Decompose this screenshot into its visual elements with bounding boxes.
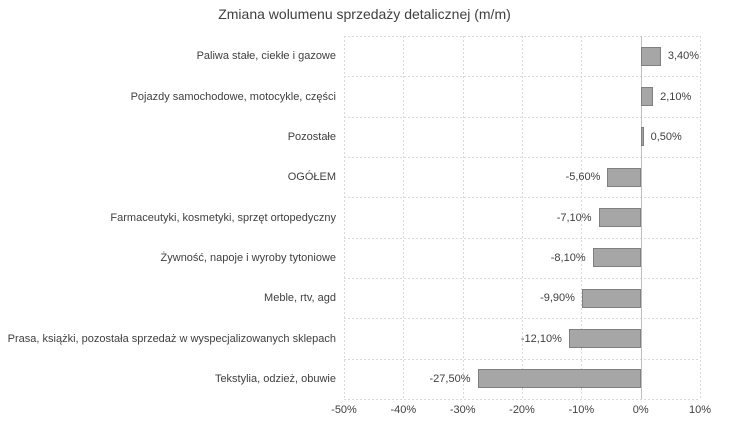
category-label: Meble, rtv, agd [264, 292, 336, 305]
value-label: 0,50% [650, 130, 682, 143]
value-label: -5,60% [565, 171, 601, 184]
x-axis-tick-label: -50% [331, 404, 357, 416]
vertical-gridline [403, 36, 405, 399]
category-label: Tekstylia, odzież, obuwie [214, 372, 336, 385]
bar [607, 167, 641, 187]
bar [568, 329, 641, 348]
x-axis-tick-label: -10% [568, 404, 595, 416]
category-label: OGÓŁEM [287, 171, 336, 184]
vertical-gridline [522, 36, 523, 399]
x-axis-tick-label: 10% [688, 404, 712, 416]
bar [592, 248, 641, 268]
category-label: Farmaceutyki, kosmetyki, sprzęt ortopedy… [110, 211, 336, 224]
value-label: -27,50% [429, 372, 471, 385]
bar [640, 46, 661, 66]
vertical-gridline [462, 36, 464, 399]
category-label: Żywność, napoje i wyroby tytoniowe [160, 251, 336, 264]
bar [598, 208, 641, 227]
category-label: Prasa, książki, pozostała sprzedaż w wys… [7, 332, 336, 345]
horizontal-gridline [344, 399, 700, 400]
category-label: Paliwa stałe, ciekłe i gazowe [196, 50, 336, 63]
x-axis-tick-label: -40% [390, 404, 417, 416]
value-label: 3,40% [667, 50, 700, 63]
value-label: -12,10% [520, 332, 562, 345]
chart-title: Zmiana wolumenu sprzedaży detalicznej (m… [218, 6, 511, 22]
bar [640, 87, 654, 106]
category-label: Pozostałe [287, 130, 336, 143]
vertical-gridline [344, 36, 345, 399]
x-axis-tick-label: -30% [449, 404, 476, 416]
x-axis-tick-label: -20% [509, 404, 535, 416]
vertical-gridline [700, 36, 701, 399]
value-label: 2,10% [660, 90, 692, 103]
value-label: -8,10% [550, 251, 586, 264]
bar [640, 127, 644, 147]
vertical-gridline [581, 36, 583, 399]
value-label: -9,90% [540, 292, 575, 305]
category-label: Pojazdy samochodowe, motocykle, części [130, 90, 336, 103]
value-label: -7,10% [556, 211, 592, 224]
bar [581, 288, 641, 308]
x-axis-tick-label: 0% [632, 404, 649, 416]
zero-axis-line [640, 36, 642, 399]
bar [477, 369, 641, 389]
